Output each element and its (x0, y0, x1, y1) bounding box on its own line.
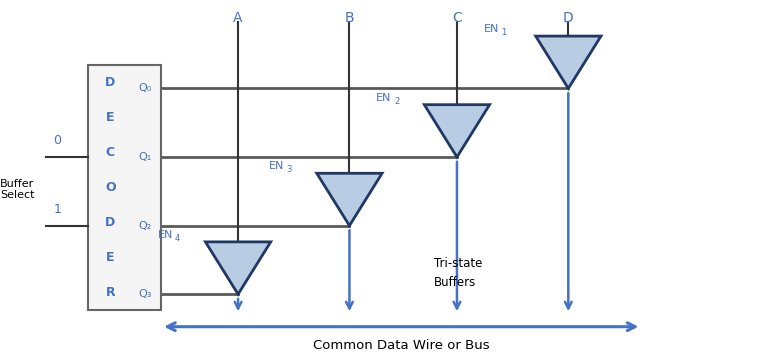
Text: EN: EN (269, 161, 284, 171)
Text: B: B (345, 11, 354, 25)
Text: 3: 3 (286, 165, 292, 174)
Text: E: E (106, 251, 114, 264)
Polygon shape (316, 173, 382, 226)
Text: Q₂: Q₂ (138, 221, 152, 231)
Text: 1: 1 (502, 28, 507, 37)
Text: EN: EN (157, 230, 173, 240)
Text: 1: 1 (54, 203, 61, 216)
Text: 4: 4 (175, 234, 180, 243)
Polygon shape (424, 105, 490, 157)
Text: O: O (105, 181, 115, 194)
Text: EN: EN (484, 24, 499, 34)
Text: Q₀: Q₀ (138, 83, 152, 93)
Text: 2: 2 (394, 97, 399, 106)
Text: C: C (452, 11, 462, 25)
Text: EN: EN (376, 93, 392, 103)
Text: Common Data Wire or Bus: Common Data Wire or Bus (313, 339, 489, 352)
Text: Q₃: Q₃ (138, 289, 152, 299)
Text: E: E (106, 111, 114, 124)
Text: D: D (105, 76, 115, 89)
Text: Buffer
Select: Buffer Select (0, 179, 35, 200)
Text: D: D (105, 216, 115, 229)
Text: Tri-state
Buffers: Tri-state Buffers (434, 257, 482, 288)
Text: Q₁: Q₁ (138, 152, 152, 162)
Text: 0: 0 (54, 134, 61, 147)
Text: D: D (563, 11, 574, 25)
Text: C: C (106, 146, 114, 159)
Text: A: A (233, 11, 243, 25)
Polygon shape (536, 36, 601, 88)
Polygon shape (205, 242, 270, 294)
Text: R: R (105, 286, 115, 299)
Bar (88, 65, 161, 310)
